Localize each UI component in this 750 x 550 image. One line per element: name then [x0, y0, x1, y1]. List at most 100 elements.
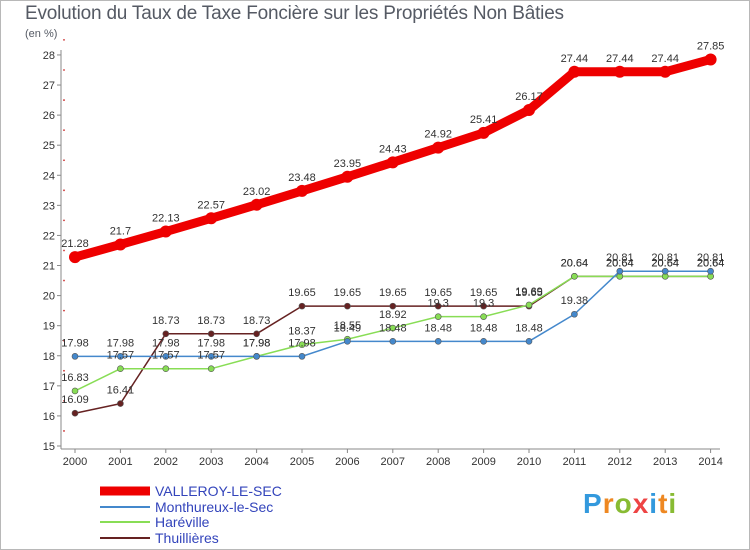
data-point: [117, 365, 124, 372]
data-label: 19.65: [424, 287, 452, 299]
data-point: [298, 302, 306, 310]
data-label: 18.48: [424, 322, 452, 334]
y-minor-dot: [63, 249, 65, 252]
data-label: 27.85: [697, 40, 725, 52]
data-point: [525, 338, 533, 345]
data-point: [707, 267, 714, 275]
y-minor-dot: [63, 99, 65, 101]
data-point: [207, 353, 215, 360]
x-tick-label: 2010: [517, 456, 541, 468]
data-label: 23.02: [243, 186, 271, 198]
data-label: 20.64: [606, 257, 634, 269]
data-label: 20.64: [606, 257, 634, 269]
data-point: [253, 353, 260, 360]
data-label: 27.44: [606, 53, 634, 65]
data-label: 20.64: [697, 257, 725, 269]
legend-label: Haréville: [155, 514, 210, 530]
x-tick-label: 2014: [698, 456, 722, 468]
data-point: [117, 400, 124, 407]
data-point: [114, 238, 127, 251]
y-tick-label: 28: [43, 50, 55, 62]
y-tick-label: 18: [43, 351, 55, 363]
data-label: 19.65: [470, 287, 498, 299]
y-tick-label: 22: [43, 230, 55, 242]
y-tick-label: 19: [43, 321, 55, 333]
y-minor-dot: [63, 279, 65, 282]
data-label: 18.73: [197, 315, 225, 327]
data-label: 19.65: [288, 287, 316, 299]
data-label: 20.64: [651, 257, 679, 269]
legend-label: Thuillières: [155, 530, 219, 546]
data-point: [568, 65, 581, 78]
data-label: 20.64: [651, 257, 679, 269]
data-label: 17.57: [197, 350, 225, 362]
data-label: 20.64: [561, 257, 589, 269]
y-minor-dot: [63, 309, 65, 312]
data-point: [389, 302, 397, 310]
y-tick-label: 16: [43, 411, 55, 423]
data-point: [71, 409, 79, 417]
data-label: 18.48: [379, 322, 407, 334]
data-label: 20.81: [651, 252, 679, 264]
y-minor-dot: [63, 189, 65, 192]
x-tick-label: 2004: [244, 456, 268, 468]
y-minor-dot: [63, 39, 65, 41]
data-label: 18.55: [334, 320, 362, 332]
data-label: 17.98: [243, 337, 271, 349]
x-tick-label: 2006: [335, 456, 359, 468]
data-label: 20.81: [697, 252, 725, 264]
data-label: 18.48: [515, 322, 543, 334]
data-point: [207, 365, 215, 372]
y-tick-label: 23: [43, 200, 55, 212]
data-point: [162, 330, 170, 338]
data-label: 26.17: [515, 91, 543, 103]
data-label: 20.64: [561, 257, 589, 269]
y-minor-dot: [63, 369, 65, 372]
y-tick-label: 24: [43, 170, 55, 182]
data-label: 18.73: [243, 315, 271, 327]
data-label: 17.57: [152, 350, 180, 362]
data-point: [207, 330, 215, 338]
data-point: [250, 198, 263, 211]
data-point: [434, 313, 442, 320]
data-label: 22.13: [152, 213, 180, 225]
data-point: [480, 302, 487, 310]
y-minor-dot: [63, 339, 65, 342]
data-label: 24.92: [424, 129, 452, 141]
x-tick-label: 2005: [290, 456, 314, 468]
y-minor-dot: [63, 159, 65, 162]
data-point: [389, 338, 397, 345]
data-label: 27.44: [651, 53, 679, 65]
data-label: 18.92: [379, 309, 407, 321]
data-point: [69, 251, 81, 264]
data-label: 17.98: [152, 337, 180, 349]
data-label: 27.44: [561, 53, 589, 65]
data-label: 19.38: [561, 295, 589, 307]
data-point: [386, 156, 399, 169]
data-point: [162, 353, 170, 360]
data-label: 18.37: [288, 326, 316, 338]
legend-label: VALLEROY-LE-SEC: [155, 483, 282, 499]
data-point: [523, 103, 535, 116]
data-point: [298, 353, 306, 360]
data-label: 17.98: [197, 337, 225, 349]
y-tick-label: 27: [43, 80, 55, 92]
data-point: [253, 330, 260, 338]
data-label: 19.65: [334, 287, 362, 299]
x-tick-label: 2011: [563, 456, 587, 468]
data-point: [480, 338, 487, 345]
data-label: 19.65: [515, 287, 543, 299]
data-label: 21.28: [61, 238, 89, 250]
data-point: [434, 302, 442, 310]
data-point: [344, 338, 351, 345]
data-point: [296, 184, 308, 197]
y-tick-label: 21: [43, 261, 55, 273]
data-point: [159, 225, 172, 238]
data-label: 16.83: [61, 372, 89, 384]
data-point: [434, 338, 442, 345]
y-tick-label: 20: [43, 291, 55, 303]
x-tick-label: 2009: [471, 456, 495, 468]
data-point: [432, 141, 445, 154]
data-label: 16.41: [107, 385, 135, 397]
